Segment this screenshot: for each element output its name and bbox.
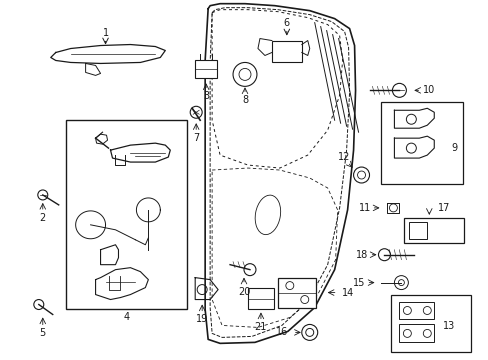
Bar	[399, 324, 433, 342]
Text: 15: 15	[353, 278, 365, 288]
Text: 12: 12	[338, 152, 350, 162]
Bar	[381, 102, 462, 184]
Text: 20: 20	[237, 287, 250, 297]
Text: 7: 7	[193, 133, 199, 143]
Text: 8: 8	[242, 95, 247, 105]
Text: 3: 3	[203, 91, 209, 101]
Text: 4: 4	[123, 312, 129, 323]
Text: 9: 9	[450, 143, 456, 153]
Bar	[404, 218, 463, 243]
Text: 17: 17	[437, 203, 449, 213]
Bar	[408, 222, 427, 239]
Bar	[390, 294, 470, 352]
Bar	[399, 302, 433, 319]
Text: 6: 6	[283, 18, 289, 28]
Text: 19: 19	[196, 314, 208, 324]
Text: 10: 10	[422, 85, 434, 95]
Bar	[277, 278, 315, 307]
Text: 5: 5	[40, 328, 46, 338]
Bar	[247, 288, 273, 310]
Bar	[65, 120, 187, 310]
Bar	[271, 41, 301, 62]
Text: 2: 2	[40, 213, 46, 223]
Text: 1: 1	[102, 28, 108, 37]
Text: 11: 11	[359, 203, 371, 213]
Text: 13: 13	[442, 321, 454, 332]
Text: 16: 16	[275, 327, 287, 337]
Text: 14: 14	[341, 288, 353, 298]
Text: 18: 18	[356, 250, 368, 260]
Bar	[195, 60, 217, 78]
Text: 21: 21	[254, 323, 266, 332]
